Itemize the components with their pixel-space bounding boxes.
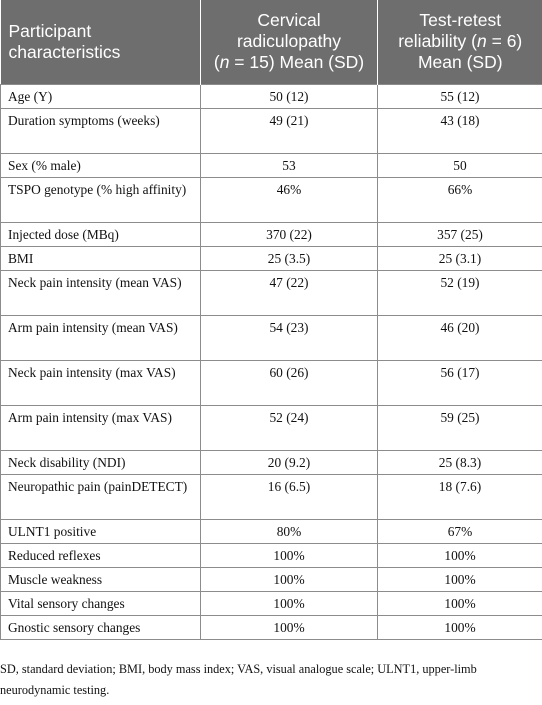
row-label: Sex (% male)	[0, 152, 201, 178]
table-row: Duration symptoms (weeks) 49 (21) 43 (18…	[0, 107, 542, 154]
cervical-radiculopathy-value: 60 (26)	[200, 359, 378, 406]
test-retest-value: 18 (7.6)	[377, 473, 542, 520]
cervical-radiculopathy-value: 52 (24)	[200, 404, 378, 451]
row-label: Gnostic sensory changes	[0, 614, 201, 640]
row-label: Injected dose (MBq)	[0, 221, 201, 247]
cervical-radiculopathy-value: 49 (21)	[200, 107, 378, 154]
row-label: Neck pain intensity (max VAS)	[0, 359, 201, 406]
test-retest-value: 56 (17)	[377, 359, 542, 406]
header-participant-characteristics: Participant characteristics	[0, 0, 201, 84]
cervical-radiculopathy-value: 25 (3.5)	[200, 245, 378, 271]
table-row: Arm pain intensity (max VAS) 52 (24) 59 …	[0, 404, 542, 451]
table-row: BMI 25 (3.5) 25 (3.1)	[0, 245, 542, 271]
row-label: ULNT1 positive	[0, 518, 201, 544]
test-retest-value: 67%	[377, 518, 542, 544]
test-retest-value: 357 (25)	[377, 221, 542, 247]
row-label: Age (Y)	[0, 83, 201, 109]
cervical-radiculopathy-value: 100%	[200, 590, 378, 616]
cervical-radiculopathy-value: 54 (23)	[200, 314, 378, 361]
test-retest-value: 100%	[377, 614, 542, 640]
test-retest-value: 100%	[377, 566, 542, 592]
test-retest-value: 52 (19)	[377, 269, 542, 316]
table-row: Neck pain intensity (mean VAS) 47 (22) 5…	[0, 269, 542, 316]
table-body: Age (Y) 50 (12) 55 (12) Duration symptom…	[0, 83, 542, 640]
table-row: ULNT1 positive 80% 67%	[0, 518, 542, 544]
row-label: Duration symptoms (weeks)	[0, 107, 201, 154]
table-row: Vital sensory changes 100% 100%	[0, 590, 542, 616]
row-label: Vital sensory changes	[0, 590, 201, 616]
test-retest-value: 46 (20)	[377, 314, 542, 361]
test-retest-value: 43 (18)	[377, 107, 542, 154]
header-test-retest-reliability: Test-retest reliability (n = 6) Mean (SD…	[377, 0, 542, 84]
test-retest-value: 25 (3.1)	[377, 245, 542, 271]
cervical-radiculopathy-value: 100%	[200, 542, 378, 568]
table-row: Neuropathic pain (painDETECT) 16 (6.5) 1…	[0, 473, 542, 520]
row-label: Neuropathic pain (painDETECT)	[0, 473, 201, 520]
test-retest-value: 50	[377, 152, 542, 178]
cervical-radiculopathy-value: 53	[200, 152, 378, 178]
test-retest-value: 100%	[377, 590, 542, 616]
header-cervical-radiculopathy: Cervical radiculopathy (n = 15) Mean (SD…	[200, 0, 378, 84]
test-retest-value: 100%	[377, 542, 542, 568]
test-retest-value: 59 (25)	[377, 404, 542, 451]
header-row: Participant characteristics Cervical rad…	[0, 0, 542, 84]
row-label: Neck disability (NDI)	[0, 449, 201, 475]
participant-characteristics-table: Participant characteristics Cervical rad…	[0, 0, 542, 640]
cervical-radiculopathy-value: 100%	[200, 566, 378, 592]
table-row: Neck disability (NDI) 20 (9.2) 25 (8.3)	[0, 449, 542, 475]
cervical-radiculopathy-value: 46%	[200, 176, 378, 223]
table-row: TSPO genotype (% high affinity) 46% 66%	[0, 176, 542, 223]
table-row: Arm pain intensity (mean VAS) 54 (23) 46…	[0, 314, 542, 361]
row-label: Neck pain intensity (mean VAS)	[0, 269, 201, 316]
table-row: Muscle weakness 100% 100%	[0, 566, 542, 592]
table-row: Injected dose (MBq) 370 (22) 357 (25)	[0, 221, 542, 247]
table-row: Sex (% male) 53 50	[0, 152, 542, 178]
row-label: Reduced reflexes	[0, 542, 201, 568]
cervical-radiculopathy-value: 80%	[200, 518, 378, 544]
cervical-radiculopathy-value: 50 (12)	[200, 83, 378, 109]
cervical-radiculopathy-value: 47 (22)	[200, 269, 378, 316]
cervical-radiculopathy-value: 20 (9.2)	[200, 449, 378, 475]
table-row: Gnostic sensory changes 100% 100%	[0, 614, 542, 640]
table-row: Neck pain intensity (max VAS) 60 (26) 56…	[0, 359, 542, 406]
cervical-radiculopathy-value: 100%	[200, 614, 378, 640]
cervical-radiculopathy-value: 16 (6.5)	[200, 473, 378, 520]
test-retest-value: 25 (8.3)	[377, 449, 542, 475]
table-row: Reduced reflexes 100% 100%	[0, 542, 542, 568]
row-label: Arm pain intensity (max VAS)	[0, 404, 201, 451]
table-footnote: SD, standard deviation; BMI, body mass i…	[0, 662, 477, 697]
row-label: Arm pain intensity (mean VAS)	[0, 314, 201, 361]
row-label: Muscle weakness	[0, 566, 201, 592]
test-retest-value: 66%	[377, 176, 542, 223]
table-row: Age (Y) 50 (12) 55 (12)	[0, 83, 542, 109]
test-retest-value: 55 (12)	[377, 83, 542, 109]
row-label: TSPO genotype (% high affinity)	[0, 176, 201, 223]
table-header: Participant characteristics Cervical rad…	[0, 0, 542, 84]
cervical-radiculopathy-value: 370 (22)	[200, 221, 378, 247]
row-label: BMI	[0, 245, 201, 271]
